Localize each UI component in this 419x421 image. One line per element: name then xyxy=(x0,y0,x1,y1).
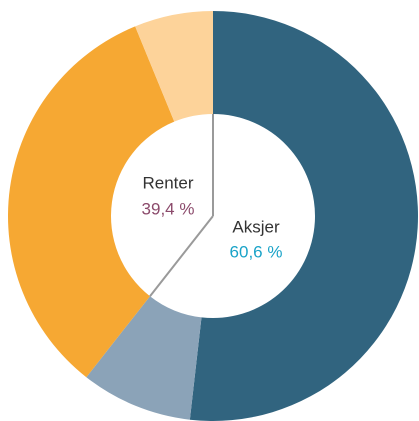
donut-segment xyxy=(7,26,175,378)
donut-segment xyxy=(189,11,419,421)
group-name: Aksjer xyxy=(232,217,280,236)
group-name: Renter xyxy=(142,173,193,192)
group-value-label: 39,4 % xyxy=(142,199,195,218)
donut-segment xyxy=(135,11,213,122)
donut-segment xyxy=(86,296,202,420)
group-divider xyxy=(149,215,214,297)
group-value-label: 60,6 % xyxy=(230,242,283,261)
